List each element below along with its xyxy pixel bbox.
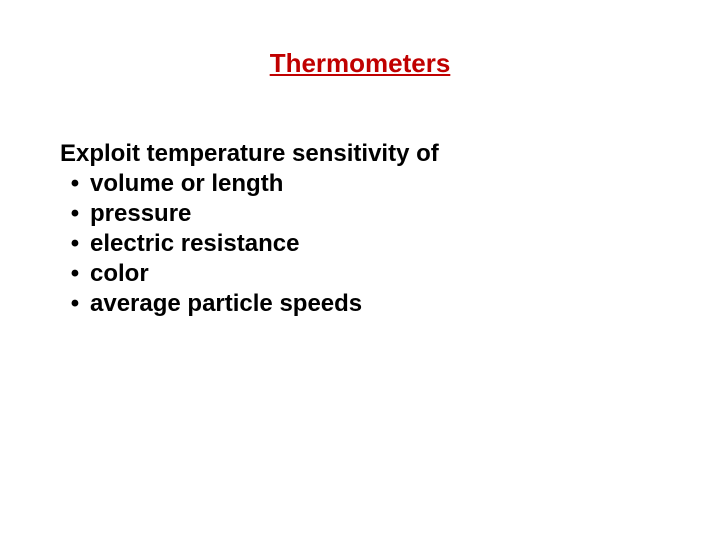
- slide-body: Exploit temperature sensitivity of • vol…: [60, 140, 660, 320]
- list-item: • average particle speeds: [60, 290, 660, 318]
- list-item: • electric resistance: [60, 230, 660, 258]
- bullet-icon: •: [60, 170, 90, 198]
- bullet-icon: •: [60, 200, 90, 228]
- list-item: • volume or length: [60, 170, 660, 198]
- list-item-label: volume or length: [90, 170, 283, 198]
- list-item: • pressure: [60, 200, 660, 228]
- list-item: • color: [60, 260, 660, 288]
- bullet-icon: •: [60, 230, 90, 258]
- intro-text: Exploit temperature sensitivity of: [60, 140, 660, 168]
- list-item-label: average particle speeds: [90, 290, 362, 318]
- bullet-icon: •: [60, 260, 90, 288]
- slide-title: Thermometers: [0, 48, 720, 79]
- bullet-list: • volume or length • pressure • electric…: [60, 170, 660, 318]
- list-item-label: pressure: [90, 200, 191, 228]
- bullet-icon: •: [60, 290, 90, 318]
- slide: Thermometers Exploit temperature sensiti…: [0, 0, 720, 540]
- list-item-label: electric resistance: [90, 230, 299, 258]
- list-item-label: color: [90, 260, 149, 288]
